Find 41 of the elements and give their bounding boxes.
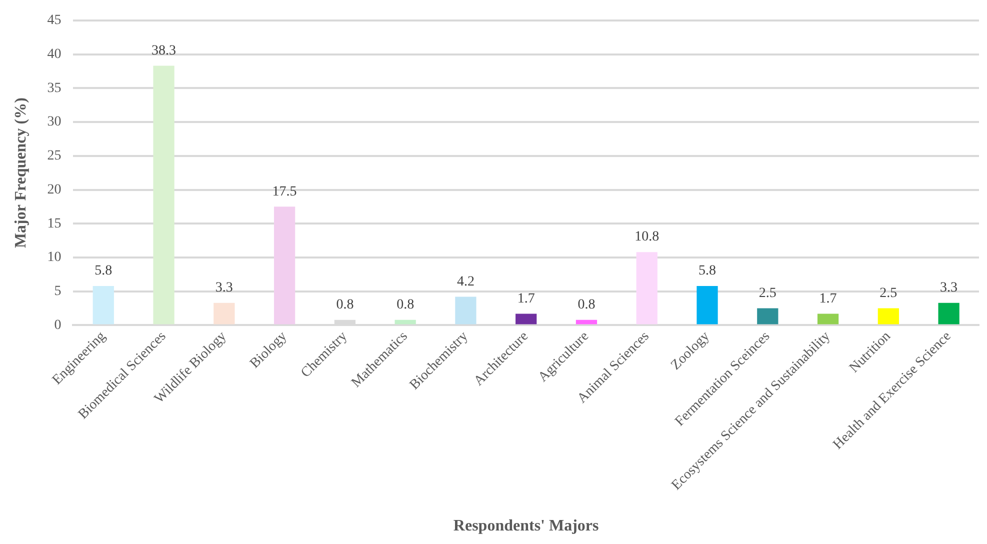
y-tick-label: 30 (47, 114, 62, 130)
x-axis-title: Respondents' Majors (453, 518, 599, 535)
bar (696, 286, 718, 324)
bar (92, 286, 114, 324)
y-tick-label: 0 (54, 318, 62, 333)
bar (576, 320, 598, 324)
data-label: 5.8 (94, 264, 112, 279)
data-label: 38.3 (152, 43, 176, 58)
data-label: 0.8 (578, 297, 596, 312)
data-label: 1.7 (819, 291, 837, 306)
bar (153, 66, 174, 324)
data-label: 0.8 (336, 297, 354, 312)
data-label: 2.5 (880, 286, 898, 301)
y-tick-label: 15 (47, 216, 62, 232)
data-label: 3.3 (215, 280, 233, 296)
bar (455, 296, 476, 324)
y-tick-label: 45 (47, 13, 62, 28)
data-label: 3.3 (940, 280, 958, 296)
bar (274, 206, 296, 324)
bar (938, 302, 960, 324)
y-tick-label: 40 (47, 46, 62, 62)
bar (394, 320, 416, 324)
bar (636, 252, 658, 324)
data-label: 0.8 (396, 297, 414, 312)
bar (214, 302, 235, 324)
bar (817, 314, 839, 324)
bar (757, 308, 778, 324)
data-label: 4.2 (456, 274, 474, 290)
y-tick-label: 25 (47, 148, 62, 164)
data-label: 1.7 (517, 291, 535, 306)
bar (516, 314, 537, 324)
data-label: 5.8 (698, 264, 716, 279)
y-tick-label: 20 (47, 182, 62, 198)
y-axis-title: Major Frequency (%) (12, 98, 30, 248)
data-label: 10.8 (634, 230, 660, 245)
data-label: 2.5 (758, 286, 776, 301)
y-tick-label: 10 (47, 250, 62, 266)
y-tick-label: 35 (47, 80, 62, 96)
bar (878, 308, 899, 324)
data-label: 17.5 (272, 184, 297, 200)
y-tick-label: 5 (54, 284, 62, 300)
